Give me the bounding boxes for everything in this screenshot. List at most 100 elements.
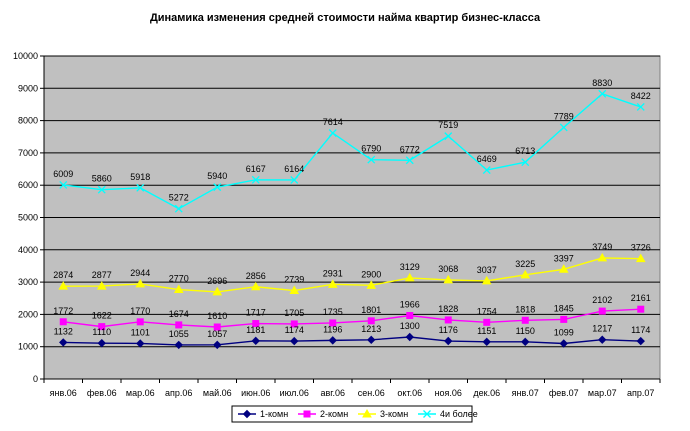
data-label: 1801 (361, 305, 381, 315)
grid-lines (44, 55, 660, 348)
y-tick-label: 6000 (18, 180, 38, 190)
data-label: 2900 (361, 269, 381, 279)
data-label: 1176 (439, 325, 458, 335)
data-label: 2102 (592, 295, 612, 305)
x-tick-label: мар.07 (588, 388, 617, 398)
data-point (174, 204, 183, 213)
data-point (404, 272, 415, 282)
data-label: 6167 (246, 164, 266, 174)
legend-label: 1-комн (260, 409, 288, 419)
data-label: 2739 (284, 275, 304, 285)
chart-title: Динамика изменения средней стоимости най… (149, 12, 541, 24)
data-label: 1213 (361, 324, 381, 334)
data-point (97, 185, 106, 194)
data-point (290, 175, 299, 184)
data-point (135, 278, 146, 288)
data-label: 1845 (554, 303, 574, 313)
data-label: 7789 (554, 111, 574, 121)
series-lines (58, 89, 646, 350)
data-point (329, 319, 337, 327)
data-label: 1150 (516, 326, 535, 336)
x-tick-label: май.06 (203, 388, 232, 398)
axes: 0 1000 2000 3000 4000 5000 6000 7000 8000 9000 100… (13, 51, 661, 398)
data-label: 1754 (477, 306, 497, 316)
data-label: 1196 (323, 324, 342, 334)
y-tick-label: 2000 (18, 309, 38, 319)
data-label: 1300 (400, 321, 420, 331)
data-point (559, 339, 568, 348)
data-point (559, 123, 568, 132)
y-tick-label: 4000 (18, 245, 38, 255)
data-point (444, 316, 452, 324)
data-label: 6772 (400, 144, 420, 154)
data-label: 2931 (323, 268, 343, 278)
x-tick-label: сен.06 (358, 388, 385, 398)
data-label: 1110 (92, 327, 111, 337)
data-label: 1735 (323, 307, 343, 317)
data-point (598, 307, 606, 315)
data-label: 6009 (53, 169, 73, 179)
data-label: 2770 (169, 274, 189, 284)
x-tick-label: июл.06 (280, 388, 309, 398)
x-tick-label: янв.06 (50, 388, 77, 398)
series-line (63, 336, 641, 346)
data-label: 2944 (130, 268, 150, 278)
x-tick-label: авг.06 (321, 388, 345, 398)
x-tick-label: мар.06 (126, 388, 155, 398)
data-label: 1181 (246, 325, 265, 335)
data-point (444, 336, 453, 346)
data-label: 5940 (207, 171, 227, 181)
data-label: 1828 (438, 304, 458, 314)
data-point (636, 336, 645, 346)
data-point (481, 275, 492, 285)
data-point (252, 320, 260, 328)
x-tick-label: окт.06 (397, 388, 422, 398)
data-label: 1610 (207, 311, 227, 321)
x-tick-label: апр.06 (165, 388, 192, 398)
data-label: 1217 (592, 324, 612, 334)
data-point (58, 281, 69, 290)
x-tick-label: дек.06 (473, 388, 500, 398)
x-tick-label: янв.07 (512, 388, 539, 398)
legend-label: 2-комн (320, 409, 348, 419)
legend-item: 4и более (418, 409, 478, 419)
data-label: 3726 (631, 243, 651, 253)
data-label: 5860 (92, 174, 112, 184)
data-point (250, 281, 261, 291)
y-tick-label: 7000 (18, 148, 38, 158)
legend-marker (242, 409, 252, 419)
data-label: 2856 (246, 271, 266, 281)
legend: 1-комн 2-комн 3-комн 4и более (231, 405, 478, 423)
legend-label: 3-комн (380, 409, 408, 419)
data-label: 2877 (92, 270, 112, 280)
data-label: 2874 (53, 270, 73, 280)
y-tick-label: 0 (33, 374, 38, 384)
data-label: 1132 (54, 326, 73, 336)
data-point (521, 158, 530, 167)
data-point (289, 285, 300, 295)
data-point (59, 180, 68, 189)
data-point (96, 281, 107, 290)
data-label: 3397 (554, 253, 574, 263)
series-line (63, 92, 641, 210)
data-label: 1674 (169, 309, 189, 319)
data-point (212, 286, 223, 296)
data-point (367, 335, 376, 345)
data-point (597, 252, 608, 262)
data-point (213, 340, 222, 350)
data-label: 1717 (246, 308, 266, 318)
data-point (560, 315, 568, 323)
data-label: 6469 (477, 154, 497, 164)
data-point (174, 340, 183, 350)
data-point (521, 316, 529, 324)
data-point (59, 338, 68, 347)
data-point (290, 320, 298, 328)
legend-item: 2-комн (298, 409, 348, 419)
data-point (367, 155, 376, 164)
data-point (98, 323, 106, 331)
data-label: 1174 (631, 325, 650, 335)
data-label: 5272 (169, 193, 189, 203)
data-point (59, 318, 67, 326)
data-label: 6713 (515, 146, 535, 156)
